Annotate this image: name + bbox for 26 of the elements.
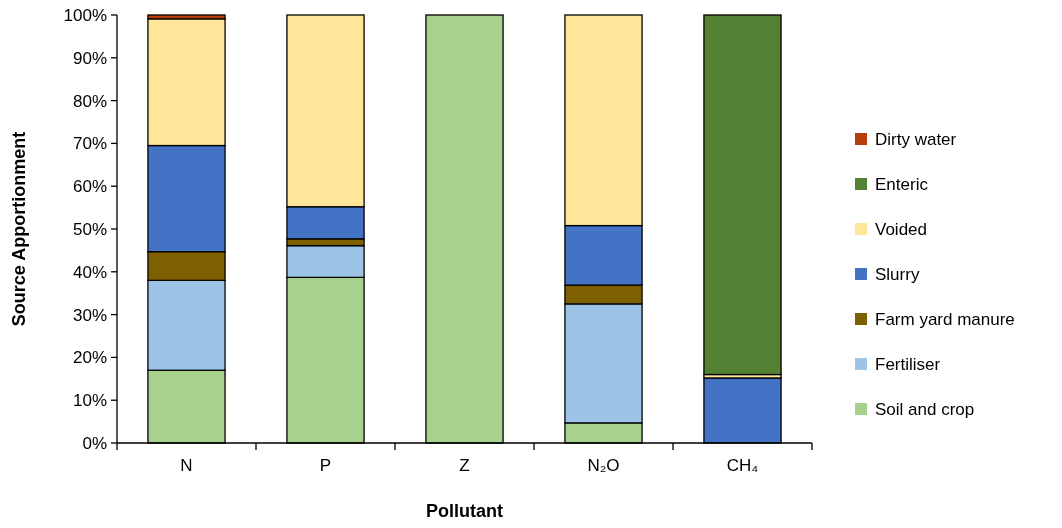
y-axis-title: Source Apportionment (9, 131, 29, 327)
x-tick-label: P (319, 456, 332, 475)
y-tick-label: 100% (63, 5, 107, 25)
y-tick-label: 30% (72, 305, 107, 325)
y-tick-label: 40% (72, 262, 107, 282)
legend-label: Slurry (875, 264, 920, 284)
y-tick-label: 20% (72, 348, 107, 368)
bar (703, 14, 782, 376)
x-tick-label: N (180, 456, 193, 475)
y-tick-label: 50% (72, 219, 107, 239)
y-tick-label: 80% (72, 91, 107, 111)
x-axis-title: Pollutant (426, 501, 503, 521)
legend-label: Dirty water (875, 129, 957, 149)
y-tick-label: 70% (72, 134, 107, 154)
y-tick-label: 10% (72, 391, 107, 411)
legend-label: Soil and crop (875, 399, 975, 419)
x-tick-label: CH₄ (726, 456, 759, 475)
x-tick-label: N₂O (587, 456, 620, 475)
y-tick-label: 0% (82, 433, 107, 453)
y-tick-label: 90% (72, 48, 107, 68)
legend-label: Voided (875, 219, 927, 239)
legend-label: Farm yard manure (875, 309, 1015, 329)
y-tick-label: 60% (72, 177, 107, 197)
x-tick-label: Z (459, 456, 470, 475)
legend-label: Fertiliser (875, 354, 941, 374)
legend-label: Enteric (875, 174, 929, 194)
